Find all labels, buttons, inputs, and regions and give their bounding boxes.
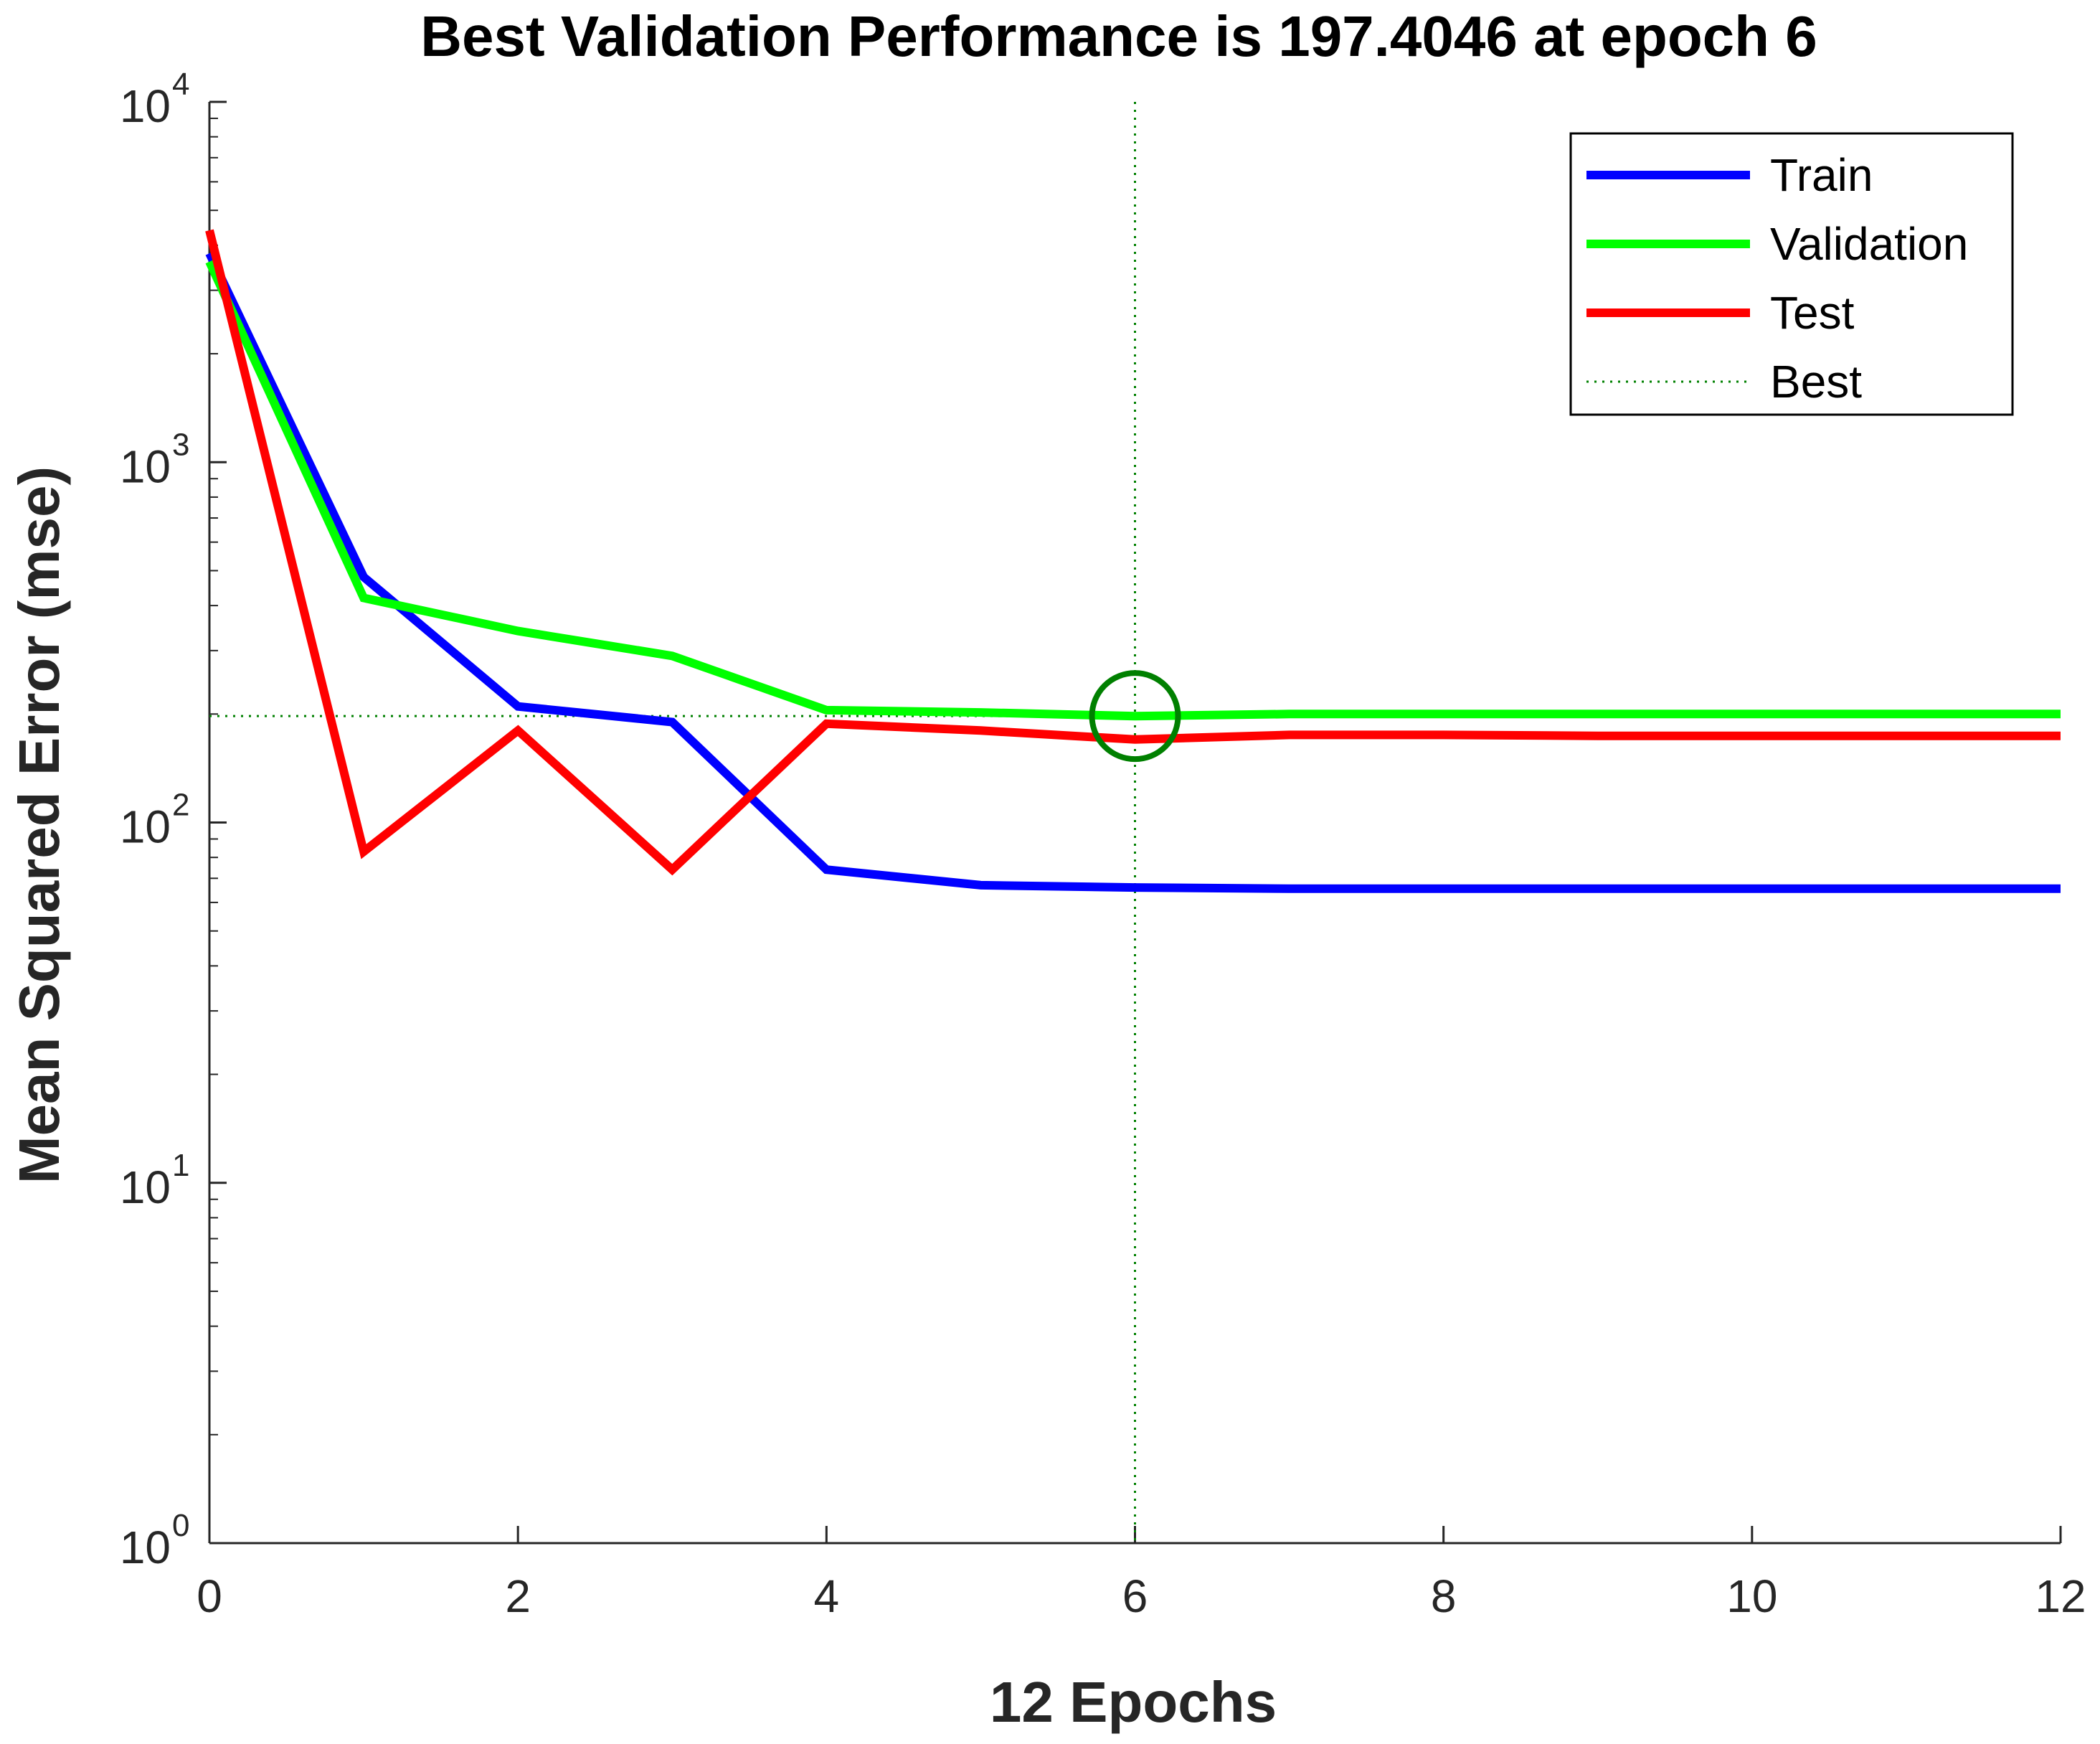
legend-box [1569,132,2014,416]
y-tick-label-exponent: 0 [172,1508,189,1543]
y-axis-label: Mean Squared Error (mse) [7,466,71,1184]
x-tick-label: 10 [1726,1570,1777,1622]
y-tick-label: 10 4 [120,67,190,132]
x-tick-label: 4 [814,1570,840,1622]
series-line-validation [205,260,2061,721]
y-tick-label-exponent: 3 [172,427,189,462]
y-tick-label-base: 10 [120,801,171,853]
y-tick-label-base: 10 [120,80,171,132]
x-tick-label: 0 [197,1570,222,1622]
legend: Train Validation Test Best [1569,132,2014,416]
y-tick-label-base: 10 [120,1161,171,1213]
x-axis-label: 12 Epochs [990,1670,1277,1734]
x-tick-label: 12 [2035,1570,2086,1622]
chart-title: Best Validation Performance is 197.4046 … [420,4,1817,68]
y-tick-label: 10 3 [120,427,190,492]
x-tick-label: 6 [1122,1570,1148,1622]
legend-label-validation: Validation [1770,218,1968,270]
y-tick-label: 10 2 [120,788,190,853]
x-tick-label: 2 [505,1570,531,1622]
y-tick-label-exponent: 4 [172,67,189,102]
x-tick-label: 8 [1431,1570,1457,1622]
y-tick-label: 10 0 [120,1508,190,1573]
legend-label-test: Test [1770,287,1855,339]
series-line-train [205,251,2061,893]
y-tick-label-base: 10 [120,440,171,492]
best-marker [1089,670,1181,763]
legend-label-train: Train [1770,149,1873,201]
y-tick-label-exponent: 2 [172,788,189,823]
y-tick-label-exponent: 1 [172,1148,189,1183]
legend-label-best: Best [1770,356,1862,407]
y-tick-label: 10 1 [120,1148,190,1213]
series-line-test [205,229,2061,876]
y-tick-label-base: 10 [120,1522,171,1573]
